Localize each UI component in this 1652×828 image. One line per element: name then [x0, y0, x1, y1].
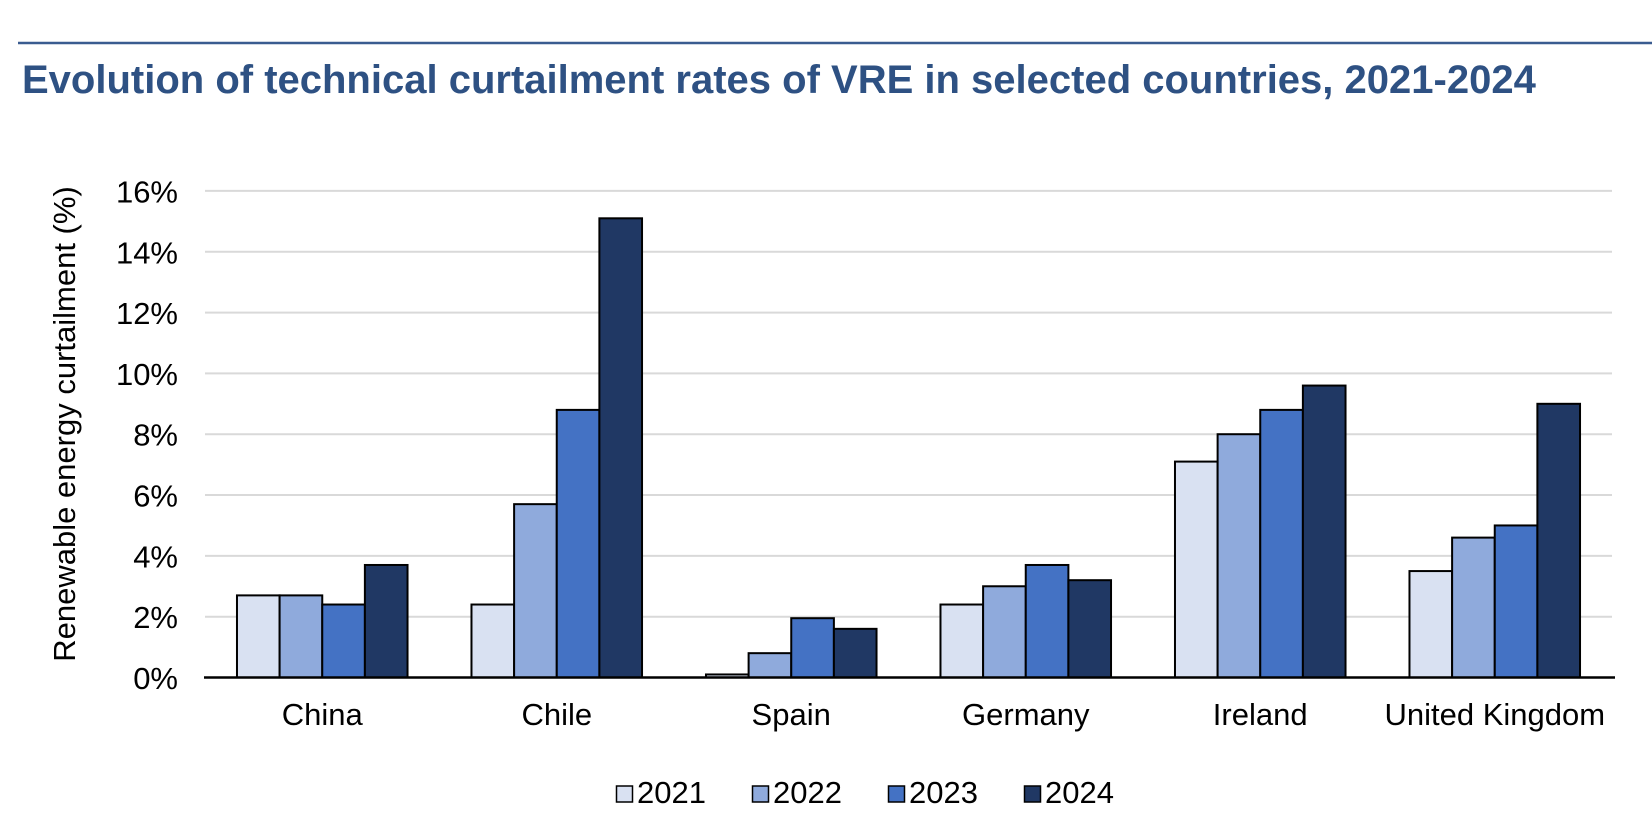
svg-text:Germany: Germany [962, 697, 1090, 732]
svg-text:2022: 2022 [773, 775, 842, 810]
svg-text:Renewable energy curtailment (: Renewable energy curtailment (%) [47, 186, 82, 662]
svg-text:2023: 2023 [909, 775, 978, 810]
svg-text:China: China [282, 697, 364, 732]
svg-text:0%: 0% [133, 661, 178, 696]
svg-text:2021: 2021 [637, 775, 706, 810]
svg-text:12%: 12% [116, 296, 178, 331]
svg-text:16%: 16% [116, 174, 178, 209]
svg-text:Evolution of technical curtail: Evolution of technical curtailment rates… [22, 58, 1537, 102]
svg-text:2024: 2024 [1045, 775, 1114, 810]
svg-text:10%: 10% [116, 357, 178, 392]
svg-text:4%: 4% [133, 539, 178, 574]
svg-text:Ireland: Ireland [1213, 697, 1308, 732]
svg-text:8%: 8% [133, 418, 178, 453]
svg-text:2%: 2% [133, 600, 178, 635]
svg-text:14%: 14% [116, 235, 178, 270]
svg-text:Spain: Spain [752, 697, 831, 732]
svg-text:United Kingdom: United Kingdom [1385, 697, 1606, 732]
svg-text:6%: 6% [133, 479, 178, 514]
svg-text:Chile: Chile [521, 697, 592, 732]
